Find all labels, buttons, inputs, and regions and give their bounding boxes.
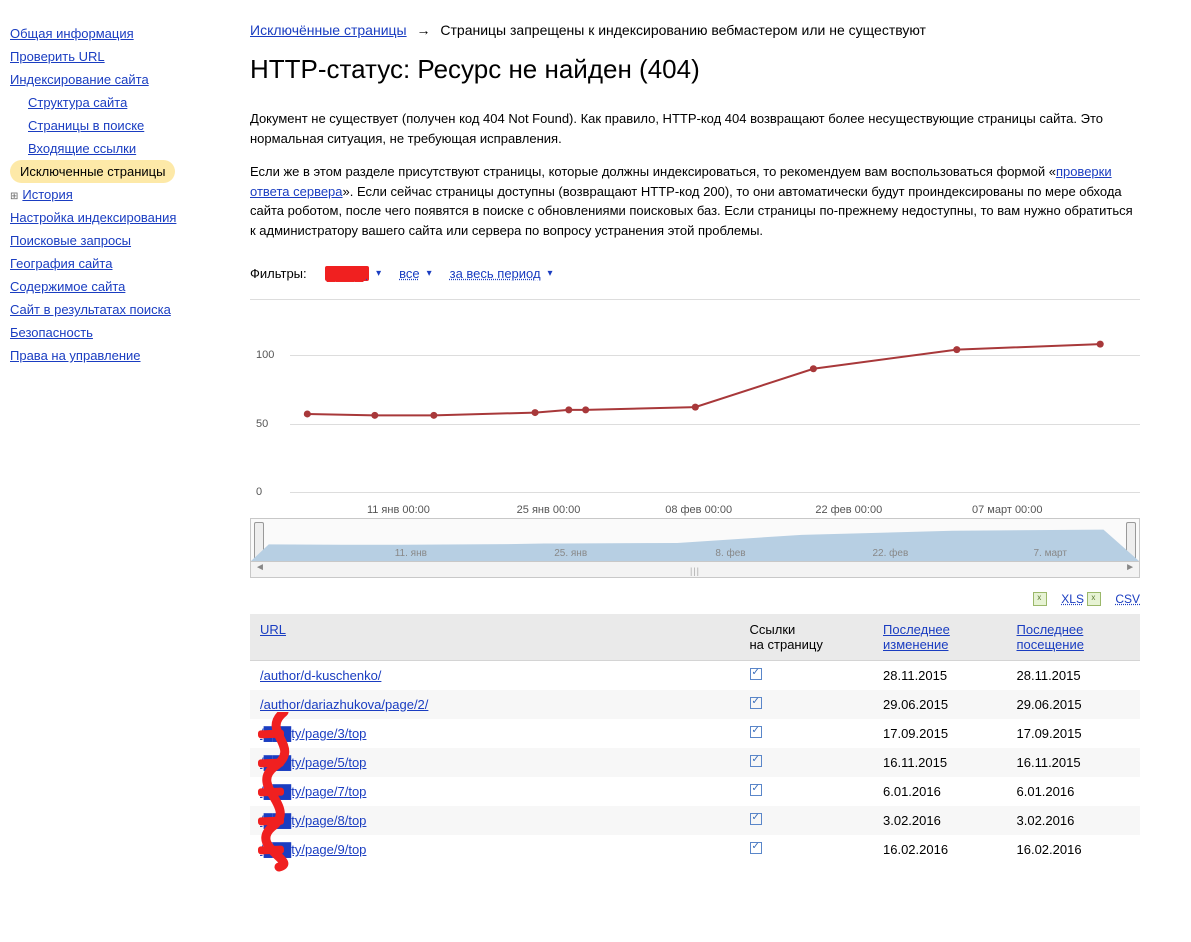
th-last-modified[interactable]: Последнееизменение [873, 614, 1007, 661]
export-xls-link[interactable]: XLS [1061, 592, 1084, 606]
sidebar-item-2[interactable]: Индексирование сайта [10, 68, 230, 91]
sidebar-item-5[interactable]: Входящие ссылки [10, 137, 230, 160]
sidebar-item-8[interactable]: Настройка индексирования [10, 206, 230, 229]
sidebar-link[interactable]: Входящие ссылки [28, 141, 136, 156]
sidebar-item-11[interactable]: Содержимое сайта [10, 275, 230, 298]
brush-x-label: 8. фев [715, 548, 745, 559]
links-check-icon[interactable] [750, 813, 762, 825]
breadcrumb-tail: Страницы запрещены к индексированию вебм… [440, 22, 926, 38]
cell-modified: 16.02.2016 [873, 835, 1007, 864]
chart-container: 05010011 янв 00:0025 янв 00:0008 фев 00:… [250, 299, 1140, 578]
cell-visited: 3.02.2016 [1007, 806, 1141, 835]
sidebar-link[interactable]: Индексирование сайта [10, 72, 149, 87]
table-row: /author/d-kuschenko/28.11.201528.11.2015 [250, 661, 1140, 691]
sidebar-item-0[interactable]: Общая информация [10, 22, 230, 45]
sidebar-item-12[interactable]: Сайт в результатах поиска [10, 298, 230, 321]
links-check-icon[interactable] [750, 755, 762, 767]
page-url-link[interactable]: /author/dariazhukova/page/2/ [260, 697, 428, 712]
main-line-chart[interactable]: 05010011 янв 00:0025 янв 00:0008 фев 00:… [250, 306, 1140, 516]
filter-period-dropdown[interactable]: за весь период [450, 266, 553, 281]
sidebar-link[interactable]: География сайта [10, 256, 112, 271]
sidebar-link[interactable]: Настройка индексирования [10, 210, 176, 225]
sidebar-item-10[interactable]: География сайта [10, 252, 230, 275]
sidebar-link[interactable]: Общая информация [10, 26, 134, 41]
xls-icon [1033, 592, 1047, 606]
brush-x-label: 11. янв [395, 548, 427, 559]
sidebar-item-7[interactable]: История [10, 183, 230, 206]
table-row: /███ty/page/8/top 3.02.20163.02.2016 [250, 806, 1140, 835]
sidebar-link[interactable]: История [22, 187, 72, 202]
sidebar-item-6[interactable]: Исключенные страницы [10, 160, 175, 183]
table-row: /███ty/page/9/top 16.02.201616.02.2016 [250, 835, 1140, 864]
page-url-link[interactable]: /███ty/page/9/top [260, 842, 366, 857]
page-title: HTTP-статус: Ресурс не найден (404) [250, 54, 1140, 85]
page-url-link[interactable]: /███ty/page/5/top [260, 755, 366, 770]
page-url-link[interactable]: /███ty/page/8/top [260, 813, 366, 828]
links-check-icon[interactable] [750, 668, 762, 680]
cell-visited: 28.11.2015 [1007, 661, 1141, 691]
sidebar-item-1[interactable]: Проверить URL [10, 45, 230, 68]
page-url-link[interactable]: /███ty/page/7/top [260, 784, 366, 799]
cell-modified: 16.11.2015 [873, 748, 1007, 777]
page-url-link[interactable]: /███ty/page/3/top [260, 726, 366, 741]
cell-visited: 16.11.2015 [1007, 748, 1141, 777]
brush-x-label: 25. янв [554, 548, 587, 559]
cell-modified: 29.06.2015 [873, 690, 1007, 719]
table-row: /███ty/page/5/top 16.11.201516.11.2015 [250, 748, 1140, 777]
description-para-1: Документ не существует (получен код 404 … [250, 109, 1140, 148]
links-check-icon[interactable] [750, 842, 762, 854]
sidebar-link[interactable]: Сайт в результатах поиска [10, 302, 171, 317]
sidebar-link[interactable]: Права на управление [10, 348, 141, 363]
links-check-icon[interactable] [750, 784, 762, 796]
sidebar-item-14[interactable]: Права на управление [10, 344, 230, 367]
sidebar-link[interactable]: Безопасность [10, 325, 93, 340]
sidebar-item-9[interactable]: Поисковые запросы [10, 229, 230, 252]
sidebar-link[interactable]: Проверить URL [10, 49, 105, 64]
sidebar-link[interactable]: Структура сайта [28, 95, 127, 110]
brush-x-label: 22. фев [872, 548, 908, 559]
sidebar-item-3[interactable]: Структура сайта [10, 91, 230, 114]
filter-all-dropdown[interactable]: все [399, 266, 432, 281]
cell-visited: 17.09.2015 [1007, 719, 1141, 748]
filters-label: Фильтры: [250, 266, 307, 281]
cell-visited: 29.06.2015 [1007, 690, 1141, 719]
cell-visited: 16.02.2016 [1007, 835, 1141, 864]
sidebar-item-4[interactable]: Страницы в поиске [10, 114, 230, 137]
sidebar-link[interactable]: Исключенные страницы [20, 164, 165, 179]
table-row: /███ty/page/3/top 17.09.201517.09.2015 [250, 719, 1140, 748]
th-links: Ссылкина страницу [740, 614, 874, 661]
csv-icon [1087, 592, 1101, 606]
breadcrumb: Исключённые страницы → Страницы запрещен… [250, 22, 1140, 38]
links-check-icon[interactable] [750, 697, 762, 709]
brush-x-label: 7. март [1033, 548, 1066, 559]
filters-bar: Фильтры: ████/ все за весь период [250, 266, 1140, 281]
th-url[interactable]: URL [250, 614, 740, 661]
links-check-icon[interactable] [750, 726, 762, 738]
breadcrumb-arrow: → [411, 22, 437, 38]
excluded-pages-table: URL Ссылкина страницу Последнееизменение… [250, 614, 1140, 864]
sidebar-nav: Общая информация Проверить URL Индексирова… [0, 0, 230, 904]
cell-modified: 6.01.2016 [873, 777, 1007, 806]
timeline-brush[interactable]: 11. янв 25. янв 8. фев 22. фев 7. март [250, 518, 1140, 562]
page-url-link[interactable]: /author/d-kuschenko/ [260, 668, 381, 683]
cell-modified: 28.11.2015 [873, 661, 1007, 691]
cell-visited: 6.01.2016 [1007, 777, 1141, 806]
main-content: Исключённые страницы → Страницы запрещен… [230, 0, 1160, 904]
export-csv-link[interactable]: CSV [1115, 592, 1140, 606]
sidebar-link[interactable]: Поисковые запросы [10, 233, 131, 248]
description-para-2: Если же в этом разделе присутствуют стра… [250, 162, 1140, 240]
filter-site-dropdown[interactable]: ████/ [325, 266, 381, 281]
th-last-visit[interactable]: Последнеепосещение [1007, 614, 1141, 661]
table-row: /author/dariazhukova/page/2/29.06.201529… [250, 690, 1140, 719]
export-bar: XLS CSV [250, 592, 1140, 606]
cell-modified: 17.09.2015 [873, 719, 1007, 748]
cell-modified: 3.02.2016 [873, 806, 1007, 835]
sidebar-link[interactable]: Страницы в поиске [28, 118, 144, 133]
breadcrumb-link[interactable]: Исключённые страницы [250, 22, 407, 38]
table-row: /███ty/page/7/top 6.01.20166.01.2016 [250, 777, 1140, 806]
sidebar-item-13[interactable]: Безопасность [10, 321, 230, 344]
brush-scrollbar[interactable]: ||| [250, 562, 1140, 578]
sidebar-link[interactable]: Содержимое сайта [10, 279, 125, 294]
